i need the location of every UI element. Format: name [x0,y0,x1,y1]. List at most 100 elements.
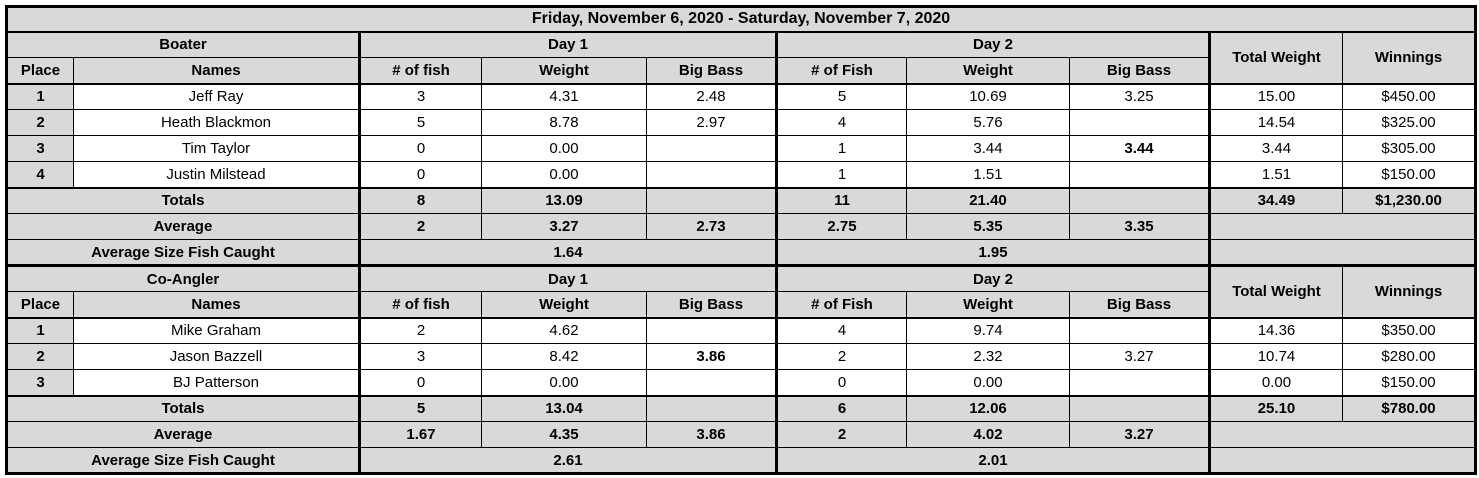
winnings-cell: $150.00 [1341,369,1477,396]
day2-bigbass-cell: 3.27 [1069,343,1211,370]
day1-bigbass-cell: 2.48 [646,83,778,110]
total-weight-header: Total Weight [1209,264,1343,319]
day1-bigbass-total [646,186,778,214]
tournament-results-table: Friday, November 6, 2020 - Saturday, Nov… [5,5,1478,475]
coangler-row-2: 2 Jason Bazzell 3 8.42 3.86 2 2.32 3.27 … [6,343,1477,370]
name-cell: Mike Graham [73,317,361,344]
day1-bigbass-header: Big Bass [646,291,778,319]
totals-label: Totals [6,394,361,422]
place-cell: 1 [6,83,74,110]
day2-fish-header: # of Fish [776,57,907,85]
day1-fish-cell: 5 [359,109,482,136]
day2-fish-cell: 4 [776,317,907,344]
day2-weight-cell: 2.32 [906,343,1070,370]
boater-column-header-row: Place Names # of fish Weight Big Bass # … [6,57,1476,85]
day1-weight-header: Weight [481,57,647,85]
day2-fish-avg: 2.75 [776,213,907,240]
name-cell: Jason Bazzell [73,343,361,370]
day1-weight-cell: 0.00 [481,161,647,188]
winnings-cell: $325.00 [1341,109,1477,136]
day1-fish-total: 5 [359,394,482,422]
day2-fish-cell: 5 [776,83,907,110]
boater-row-4: 4 Justin Milstead 0 0.00 1 1.51 1.51 $15… [6,161,1477,188]
day1-bigbass-cell [646,161,778,188]
day2-bigbass-cell [1069,161,1211,188]
day1-bigbass-total [646,394,778,422]
day1-bigbass-header: Big Bass [646,57,778,85]
place-cell: 4 [6,161,74,188]
average-blank-cell [1208,213,1477,240]
day1-weight-avg: 3.27 [481,213,647,240]
day2-weight-cell: 0.00 [906,369,1070,396]
coangler-avg-size-row: Average Size Fish Caught 2.61 2.01 [6,447,1477,474]
day2-weight-avg: 4.02 [906,421,1070,448]
average-label: Average [6,213,361,240]
day1-fish-header: # of fish [359,291,482,319]
winnings-header: Winnings [1341,31,1477,85]
day2-bigbass-header: Big Bass [1069,57,1211,85]
day1-bigbass-cell: 3.86 [646,343,778,370]
day2-fish-total: 11 [776,186,907,214]
day1-fish-avg: 2 [359,213,482,240]
day1-weight-header: Weight [481,291,647,319]
coangler-row-1: 1 Mike Graham 2 4.62 4 9.74 14.36 $350.0… [6,317,1477,344]
name-cell: BJ Patterson [73,369,361,396]
day2-fish-cell: 1 [776,135,907,162]
date-range-title: Friday, November 6, 2020 - Saturday, Nov… [5,6,1477,33]
day1-header: Day 1 [359,264,778,292]
title-row: Friday, November 6, 2020 - Saturday, Nov… [5,6,1477,33]
day1-weight-total: 13.04 [481,394,647,422]
place-header: Place [6,57,74,85]
day2-fish-avg: 2 [776,421,907,448]
day1-fish-header: # of fish [359,57,482,85]
day2-weight-cell: 5.76 [906,109,1070,136]
coangler-column-header-row: Place Names # of fish Weight Big Bass # … [6,291,1476,319]
day2-weight-total: 12.06 [906,394,1070,422]
day2-weight-cell: 10.69 [906,83,1070,110]
day1-header: Day 1 [359,31,778,58]
boater-average-row: Average 2 3.27 2.73 2.75 5.35 3.35 [6,213,1477,240]
day2-avg-size: 1.95 [776,239,1211,266]
names-header: Names [73,57,361,85]
winnings-cell: $350.00 [1341,317,1477,344]
day2-weight-cell: 1.51 [906,161,1070,188]
day2-fish-cell: 1 [776,161,907,188]
day1-weight-cell: 8.78 [481,109,647,136]
name-cell: Jeff Ray [73,83,361,110]
day1-bigbass-cell: 2.97 [646,109,778,136]
day1-fish-cell: 0 [359,369,482,396]
day2-weight-header: Weight [906,291,1070,319]
avg-size-label: Average Size Fish Caught [6,239,361,266]
day1-bigbass-avg: 2.73 [646,213,778,240]
day1-fish-cell: 3 [359,343,482,370]
winnings-header: Winnings [1341,264,1477,319]
day2-bigbass-header: Big Bass [1069,291,1211,319]
average-blank-cell [1208,421,1477,448]
winnings-cell: $150.00 [1341,161,1477,188]
day1-fish-total: 8 [359,186,482,214]
day2-fish-cell: 2 [776,343,907,370]
boater-row-3: 3 Tim Taylor 0 0.00 1 3.44 3.44 3.44 $30… [6,135,1477,162]
avg-size-blank-cell [1208,447,1477,474]
day1-avg-size: 2.61 [359,447,778,474]
day2-bigbass-avg: 3.27 [1069,421,1211,448]
day2-bigbass-cell [1069,369,1211,396]
totals-label: Totals [6,186,361,214]
day2-bigbass-cell: 3.25 [1069,83,1211,110]
day2-header: Day 2 [776,264,1211,292]
day1-weight-avg: 4.35 [481,421,647,448]
day2-header: Day 2 [776,31,1211,58]
total-weight-cell: 14.36 [1209,317,1343,344]
coangler-section-header-row: Co-Angler Day 1 Day 2 Total Weight Winni… [6,264,1477,319]
day1-weight-cell: 8.42 [481,343,647,370]
name-cell: Tim Taylor [73,135,361,162]
day2-fish-cell: 4 [776,109,907,136]
day2-fish-cell: 0 [776,369,907,396]
name-cell: Justin Milstead [73,161,361,188]
day1-bigbass-cell [646,317,778,344]
winnings-total: $1,230.00 [1341,186,1477,214]
name-cell: Heath Blackmon [73,109,361,136]
names-header: Names [73,291,361,319]
day2-weight-header: Weight [906,57,1070,85]
day2-weight-total: 21.40 [906,186,1070,214]
